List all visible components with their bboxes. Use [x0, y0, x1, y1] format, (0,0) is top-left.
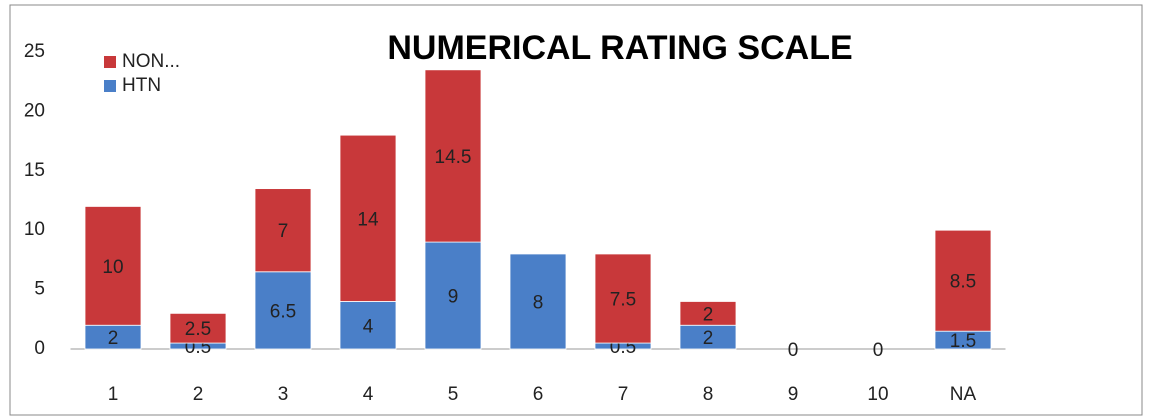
data-label: 2.5	[185, 319, 211, 340]
x-tick-label: 8	[703, 384, 714, 405]
legend-label: NON...	[122, 51, 180, 72]
data-label: 0	[788, 340, 799, 361]
y-tick-label: 20	[24, 100, 45, 121]
bar-segment	[84, 206, 142, 326]
chart-title: NUMERICAL RATING SCALE	[387, 29, 852, 67]
x-tick-label: 1	[108, 384, 119, 405]
bar-segment	[169, 312, 227, 344]
x-tick-label: 7	[618, 384, 629, 405]
bar-segment	[254, 188, 312, 273]
bar-segment	[339, 301, 397, 350]
x-tick-label: 6	[533, 384, 544, 405]
x-tick-label: 5	[448, 384, 459, 405]
bar-segment	[509, 253, 567, 350]
x-tick-label: 4	[363, 384, 374, 405]
x-tick-label: 2	[193, 384, 204, 405]
y-tick-label: 0	[34, 338, 45, 359]
data-label: 4	[363, 316, 374, 337]
bar-segment	[424, 69, 482, 243]
bar-segment	[594, 253, 652, 344]
data-label: 2	[703, 328, 714, 349]
y-tick-label: 15	[24, 160, 45, 181]
data-label: 6.5	[270, 301, 296, 322]
bar-segment	[424, 241, 482, 350]
data-label: 8.5	[950, 272, 976, 293]
x-tick-label: 3	[278, 384, 289, 405]
data-label: 0	[873, 340, 884, 361]
data-label: 14	[357, 209, 379, 230]
data-label: 2	[703, 304, 714, 325]
data-label: 8	[533, 292, 544, 313]
x-tick-label: 9	[788, 384, 799, 405]
x-tick-label: NA	[950, 384, 977, 405]
data-label: 7	[278, 221, 289, 242]
bar-segment	[254, 271, 312, 350]
bar-segment	[679, 301, 737, 326]
data-label: 10	[102, 257, 123, 278]
y-tick-label: 5	[34, 279, 45, 300]
data-label: 14.5	[435, 147, 472, 168]
legend-swatch	[104, 80, 116, 92]
legend-label: HTN	[122, 75, 161, 96]
y-tick-label: 25	[24, 41, 45, 62]
data-label: 7.5	[610, 290, 636, 311]
data-label: 9	[448, 287, 459, 308]
data-label: 2	[108, 328, 119, 349]
legend-swatch	[104, 56, 116, 68]
y-tick-label: 10	[24, 219, 45, 240]
data-label: 1.5	[950, 331, 976, 352]
bar-segment	[934, 229, 992, 332]
x-tick-label: 10	[867, 384, 888, 405]
bar-segment	[339, 134, 397, 302]
